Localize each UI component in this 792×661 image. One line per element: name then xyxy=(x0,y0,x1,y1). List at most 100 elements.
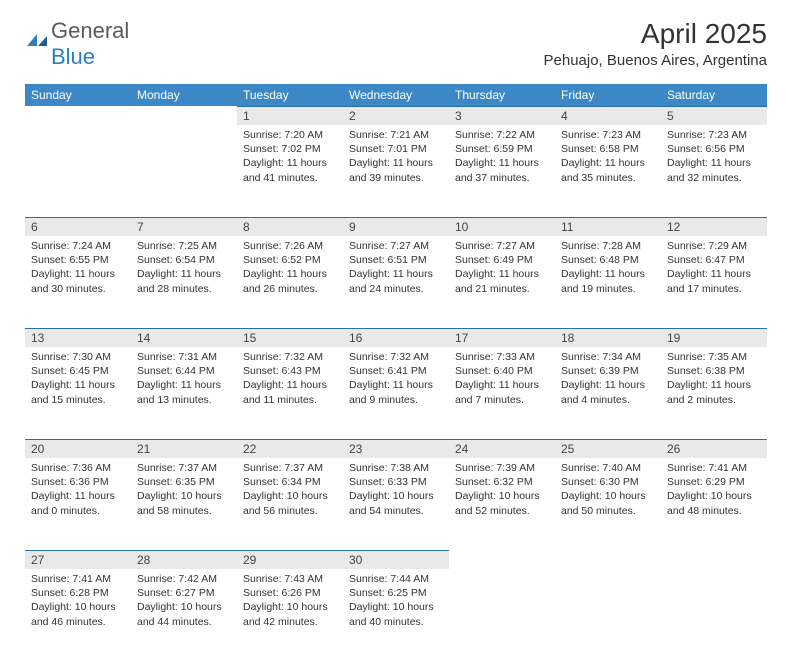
day-body: Sunrise: 7:26 AMSunset: 6:52 PMDaylight:… xyxy=(237,236,343,302)
calendar-cell-number xyxy=(25,106,131,125)
calendar-cell-body: Sunrise: 7:34 AMSunset: 6:39 PMDaylight:… xyxy=(555,347,661,439)
calendar-cell-body: Sunrise: 7:22 AMSunset: 6:59 PMDaylight:… xyxy=(449,125,555,217)
calendar-cell-body: Sunrise: 7:32 AMSunset: 6:43 PMDaylight:… xyxy=(237,347,343,439)
calendar-cell-body: Sunrise: 7:44 AMSunset: 6:25 PMDaylight:… xyxy=(343,569,449,661)
logo-sail-icon xyxy=(25,32,49,48)
day-body: Sunrise: 7:41 AMSunset: 6:28 PMDaylight:… xyxy=(25,569,131,635)
calendar-cell-body: Sunrise: 7:21 AMSunset: 7:01 PMDaylight:… xyxy=(343,125,449,217)
day-number: 24 xyxy=(449,439,555,458)
day-header: Wednesday xyxy=(343,84,449,106)
calendar-cell-number xyxy=(131,106,237,125)
calendar-cell-number: 10 xyxy=(449,217,555,236)
day-body: Sunrise: 7:38 AMSunset: 6:33 PMDaylight:… xyxy=(343,458,449,524)
calendar-cell-body: Sunrise: 7:28 AMSunset: 6:48 PMDaylight:… xyxy=(555,236,661,328)
calendar-cell-body: Sunrise: 7:40 AMSunset: 6:30 PMDaylight:… xyxy=(555,458,661,550)
day-body: Sunrise: 7:40 AMSunset: 6:30 PMDaylight:… xyxy=(555,458,661,524)
day-number: 29 xyxy=(237,550,343,569)
day-header: Thursday xyxy=(449,84,555,106)
day-number: 22 xyxy=(237,439,343,458)
calendar-cell-number xyxy=(555,550,661,569)
day-body: Sunrise: 7:32 AMSunset: 6:43 PMDaylight:… xyxy=(237,347,343,413)
calendar-cell-number: 24 xyxy=(449,439,555,458)
calendar-cell-number: 21 xyxy=(131,439,237,458)
day-number: 17 xyxy=(449,328,555,347)
day-body: Sunrise: 7:27 AMSunset: 6:51 PMDaylight:… xyxy=(343,236,449,302)
day-number: 1 xyxy=(237,106,343,125)
calendar-cell-number: 3 xyxy=(449,106,555,125)
day-number: 19 xyxy=(661,328,767,347)
calendar-head: SundayMondayTuesdayWednesdayThursdayFrid… xyxy=(25,84,767,106)
calendar-cell-number: 19 xyxy=(661,328,767,347)
day-body: Sunrise: 7:30 AMSunset: 6:45 PMDaylight:… xyxy=(25,347,131,413)
calendar-cell-number: 30 xyxy=(343,550,449,569)
day-body: Sunrise: 7:42 AMSunset: 6:27 PMDaylight:… xyxy=(131,569,237,635)
calendar-cell-body: Sunrise: 7:26 AMSunset: 6:52 PMDaylight:… xyxy=(237,236,343,328)
day-body: Sunrise: 7:23 AMSunset: 6:58 PMDaylight:… xyxy=(555,125,661,191)
calendar-cell-number: 14 xyxy=(131,328,237,347)
day-body: Sunrise: 7:23 AMSunset: 6:56 PMDaylight:… xyxy=(661,125,767,191)
day-number: 7 xyxy=(131,217,237,236)
day-body: Sunrise: 7:24 AMSunset: 6:55 PMDaylight:… xyxy=(25,236,131,302)
day-body: Sunrise: 7:44 AMSunset: 6:25 PMDaylight:… xyxy=(343,569,449,635)
calendar-cell-body: Sunrise: 7:36 AMSunset: 6:36 PMDaylight:… xyxy=(25,458,131,550)
day-number: 25 xyxy=(555,439,661,458)
calendar-cell-body: Sunrise: 7:42 AMSunset: 6:27 PMDaylight:… xyxy=(131,569,237,661)
calendar-cell-body: Sunrise: 7:23 AMSunset: 6:58 PMDaylight:… xyxy=(555,125,661,217)
calendar-cell-body xyxy=(449,569,555,661)
day-header: Sunday xyxy=(25,84,131,106)
day-number: 4 xyxy=(555,106,661,125)
day-number: 13 xyxy=(25,328,131,347)
calendar-cell-number: 8 xyxy=(237,217,343,236)
title-block: April 2025 Pehuajo, Buenos Aires, Argent… xyxy=(544,18,768,69)
logo-text: General Blue xyxy=(51,18,129,70)
logo: General Blue xyxy=(25,18,129,70)
calendar-cell-body: Sunrise: 7:33 AMSunset: 6:40 PMDaylight:… xyxy=(449,347,555,439)
day-body: Sunrise: 7:41 AMSunset: 6:29 PMDaylight:… xyxy=(661,458,767,524)
calendar-cell-body: Sunrise: 7:27 AMSunset: 6:51 PMDaylight:… xyxy=(343,236,449,328)
day-number: 28 xyxy=(131,550,237,569)
calendar-cell-number: 1 xyxy=(237,106,343,125)
day-number: 14 xyxy=(131,328,237,347)
logo-word1: General xyxy=(51,18,129,43)
calendar-cell-number: 9 xyxy=(343,217,449,236)
day-number: 5 xyxy=(661,106,767,125)
day-number: 18 xyxy=(555,328,661,347)
day-body: Sunrise: 7:33 AMSunset: 6:40 PMDaylight:… xyxy=(449,347,555,413)
calendar-cell-number: 26 xyxy=(661,439,767,458)
day-number: 9 xyxy=(343,217,449,236)
calendar-cell-body xyxy=(555,569,661,661)
calendar-cell-body: Sunrise: 7:41 AMSunset: 6:28 PMDaylight:… xyxy=(25,569,131,661)
day-number: 27 xyxy=(25,550,131,569)
day-number: 10 xyxy=(449,217,555,236)
calendar-cell-number: 4 xyxy=(555,106,661,125)
day-header: Monday xyxy=(131,84,237,106)
calendar-cell-number: 18 xyxy=(555,328,661,347)
day-body: Sunrise: 7:36 AMSunset: 6:36 PMDaylight:… xyxy=(25,458,131,524)
month-title: April 2025 xyxy=(544,18,768,50)
day-number: 11 xyxy=(555,217,661,236)
calendar-cell-number: 15 xyxy=(237,328,343,347)
day-body: Sunrise: 7:25 AMSunset: 6:54 PMDaylight:… xyxy=(131,236,237,302)
calendar-cell-body xyxy=(131,125,237,217)
calendar-cell-number: 22 xyxy=(237,439,343,458)
calendar-cell-number: 25 xyxy=(555,439,661,458)
calendar-cell-body: Sunrise: 7:39 AMSunset: 6:32 PMDaylight:… xyxy=(449,458,555,550)
day-body: Sunrise: 7:28 AMSunset: 6:48 PMDaylight:… xyxy=(555,236,661,302)
calendar-cell-body: Sunrise: 7:31 AMSunset: 6:44 PMDaylight:… xyxy=(131,347,237,439)
day-number: 26 xyxy=(661,439,767,458)
calendar-cell-body: Sunrise: 7:20 AMSunset: 7:02 PMDaylight:… xyxy=(237,125,343,217)
calendar-cell-number: 13 xyxy=(25,328,131,347)
day-number: 30 xyxy=(343,550,449,569)
day-number: 16 xyxy=(343,328,449,347)
day-header: Friday xyxy=(555,84,661,106)
calendar-cell-number: 17 xyxy=(449,328,555,347)
calendar-cell-number: 5 xyxy=(661,106,767,125)
day-number: 23 xyxy=(343,439,449,458)
day-body: Sunrise: 7:37 AMSunset: 6:35 PMDaylight:… xyxy=(131,458,237,524)
calendar-cell-body xyxy=(25,125,131,217)
calendar-cell-body: Sunrise: 7:32 AMSunset: 6:41 PMDaylight:… xyxy=(343,347,449,439)
calendar-cell-number: 28 xyxy=(131,550,237,569)
day-number: 15 xyxy=(237,328,343,347)
calendar-cell-body: Sunrise: 7:23 AMSunset: 6:56 PMDaylight:… xyxy=(661,125,767,217)
calendar-cell-body: Sunrise: 7:27 AMSunset: 6:49 PMDaylight:… xyxy=(449,236,555,328)
